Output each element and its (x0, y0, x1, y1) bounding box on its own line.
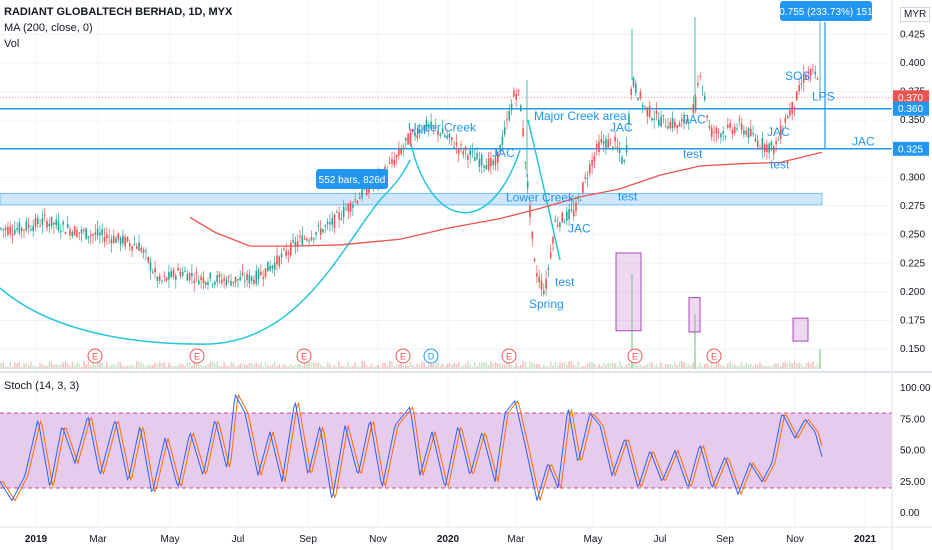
event-marker[interactable]: E (706, 348, 722, 364)
event-marker-label: E (506, 352, 512, 362)
time-tick-label: Jul (232, 534, 245, 545)
annotation-label[interactable]: Upper Creek (408, 121, 477, 135)
measure-box-label: 552 bars, 826d (319, 175, 386, 186)
event-marker-label: E (711, 352, 717, 362)
annotation-label[interactable]: SOS (785, 69, 810, 83)
annotation-label[interactable]: test (555, 275, 575, 289)
range-band[interactable] (0, 193, 823, 206)
event-marker-label: E (301, 352, 307, 362)
price-tick-label: 0.175 (900, 315, 925, 326)
price-tag-label: 0.325 (898, 144, 923, 155)
event-marker[interactable]: E (189, 348, 205, 364)
event-marker-label: E (400, 352, 406, 362)
candlesticks (0, 5, 821, 297)
annotation-label[interactable]: test (618, 189, 638, 203)
price-tick-label: 0.425 (900, 29, 925, 40)
stoch-tick-label: 25.00 (900, 477, 925, 488)
time-tick-label: Sep (299, 534, 317, 545)
time-tick-label: Nov (369, 534, 387, 545)
volume-box[interactable] (792, 317, 809, 342)
price-tick-label: 0.250 (900, 230, 925, 241)
annotation-label[interactable]: JAC (492, 146, 515, 160)
time-tick-label: May (161, 534, 180, 545)
horizontal-lines[interactable] (0, 96, 892, 150)
time-tick-label: 2021 (854, 534, 877, 545)
measure-tag-label: 0.755 (233.73%) 151 (779, 7, 873, 18)
annotation-label[interactable]: test (683, 147, 703, 161)
annotation-label[interactable]: Spring (529, 297, 564, 311)
price-tick-label: 0.150 (900, 344, 925, 355)
volume-boxes[interactable] (615, 252, 809, 342)
stoch-tick-label: 75.00 (900, 414, 925, 425)
price-tick-label: 0.300 (900, 172, 925, 183)
stoch-legend[interactable]: Stoch (14, 3, 3) (4, 380, 80, 392)
stoch-tick-label: 100.00 (900, 383, 931, 394)
stoch-tick-label: 0.00 (900, 508, 920, 519)
time-tick-label: May (584, 534, 603, 545)
annotation-label[interactable]: JAC (852, 134, 875, 148)
time-tick-label: Nov (786, 534, 804, 545)
annotation-label[interactable]: test (770, 157, 790, 171)
event-marker[interactable]: E (501, 348, 517, 364)
ma-legend[interactable]: MA (200, close, 0) (4, 22, 93, 34)
currency-label[interactable]: MYR (900, 7, 931, 22)
price-tick-label: 0.200 (900, 287, 925, 298)
volume-box[interactable] (688, 297, 701, 333)
stoch-axis[interactable]: 100.00 75.00 50.00 25.00 0.00 (900, 383, 931, 519)
time-tick-label: Sep (716, 534, 734, 545)
annotation-label[interactable]: JAC (767, 125, 790, 139)
annotation-label[interactable]: JAC (610, 121, 633, 135)
event-marker-label: E (632, 352, 638, 362)
stoch-band (0, 413, 892, 488)
price-tick-label: 0.350 (900, 115, 925, 126)
event-marker-label: E (194, 352, 200, 362)
annotation-label[interactable]: LPS (812, 90, 835, 104)
event-marker[interactable]: E (395, 348, 411, 364)
time-tick-label: 2020 (437, 534, 460, 545)
volume-bars (0, 274, 821, 369)
time-tick-label: 2019 (25, 534, 48, 545)
time-axis[interactable]: 2019 Mar May Jul Sep Nov 2020 Mar May Jul Sep Nov 20… (25, 534, 877, 545)
event-marker-label: E (92, 352, 98, 362)
event-marker[interactable]: E (296, 348, 312, 364)
price-axis[interactable]: 0.4250.4000.3750.3500.3250.3000.2750.250… (900, 29, 925, 355)
symbol-title[interactable]: RADIANT GLOBALTECH BERHAD, 1D, MYX (4, 6, 233, 18)
price-tick-label: 0.275 (900, 201, 925, 212)
measure-box[interactable]: 552 bars, 826d (316, 169, 388, 189)
price-tick-label: 0.400 (900, 58, 925, 69)
vol-legend[interactable]: Vol (4, 38, 20, 50)
price-tag-label: 0.370 (898, 93, 923, 104)
annotation-label[interactable]: JAC (568, 221, 591, 235)
volume-box[interactable] (615, 252, 642, 332)
event-marker[interactable]: E (627, 348, 643, 364)
price-tick-label: 0.225 (900, 258, 925, 269)
ma-200-line[interactable] (189, 151, 823, 247)
annotation-label[interactable]: Lower Creek (506, 190, 575, 204)
time-tick-label: Jul (654, 534, 667, 545)
stoch-tick-label: 50.00 (900, 446, 925, 457)
annotation-label[interactable]: Major Creek area (534, 109, 627, 123)
event-marker[interactable]: D (423, 348, 439, 364)
time-tick-label: Mar (507, 534, 525, 545)
event-marker-label: D (428, 352, 435, 362)
stoch-lines (0, 393, 823, 502)
annotation-label[interactable]: JAC (683, 113, 706, 127)
measure-tag[interactable]: 0.755 (233.73%) 151 (779, 1, 873, 21)
time-tick-label: Mar (89, 534, 107, 545)
cup-curve[interactable] (0, 119, 561, 345)
event-marker[interactable]: E (87, 348, 103, 364)
price-tag-label: 0.360 (898, 104, 923, 115)
